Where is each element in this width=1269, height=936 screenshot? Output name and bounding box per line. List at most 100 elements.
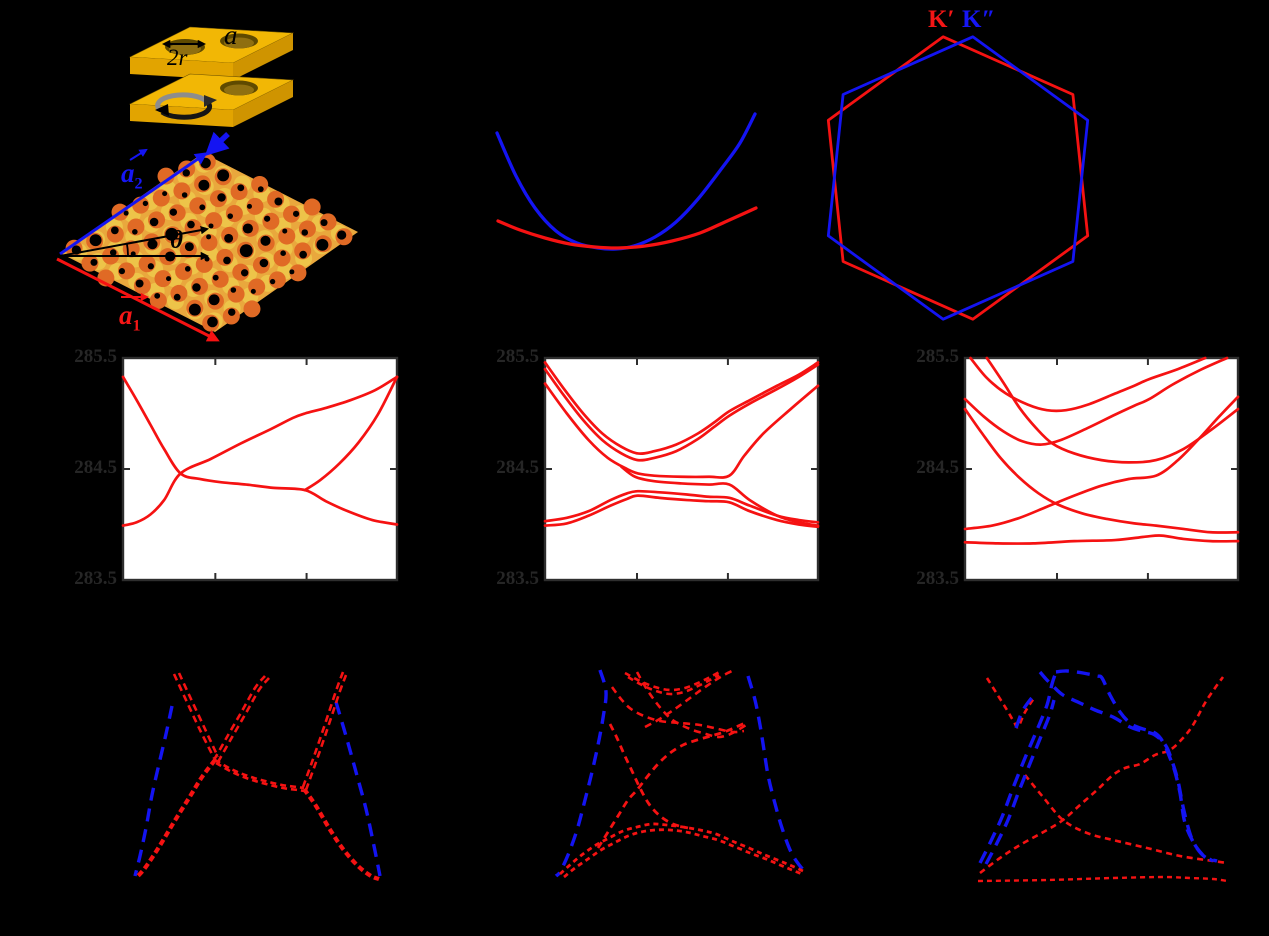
- g-blue-dashed-band: [334, 701, 382, 877]
- a1-vector-label: a1: [119, 302, 141, 334]
- overlap-hole: [260, 235, 271, 246]
- h-red-dashed-band: [596, 721, 746, 849]
- overlap-hole: [289, 269, 295, 275]
- unfolded-panel-g: [133, 671, 382, 882]
- overlap-hole: [200, 157, 211, 169]
- overlap-hole: [217, 193, 226, 202]
- overlap-hole: [316, 238, 329, 251]
- i-blue-dashed-band: [984, 699, 1056, 865]
- plot-box-f: [963, 356, 1240, 582]
- top-slab-front: [130, 57, 233, 80]
- band-panel-e: [543, 356, 820, 582]
- i-blue-dashed-band: [1038, 670, 1214, 863]
- overlap-hole: [257, 186, 264, 193]
- overlap-hole: [181, 192, 188, 198]
- band-curve: [620, 465, 820, 527]
- layer1-hole: [175, 263, 193, 281]
- layer1-hole: [222, 307, 240, 325]
- band-curve: [963, 356, 1229, 446]
- overlap-hole: [192, 283, 201, 292]
- layer1-hole: [246, 197, 264, 215]
- layer1-hole: [149, 292, 167, 310]
- twist-angle-label: θ: [170, 227, 183, 254]
- panel-f-ytick-283.5: 283.5: [916, 568, 959, 589]
- overlap-hole: [337, 230, 347, 240]
- overlap-hole: [135, 279, 144, 288]
- h-red-dashed-band: [624, 669, 722, 692]
- bottom-slab-side: [233, 80, 293, 127]
- a2-vector-accent: [129, 148, 148, 161]
- layer1-hole: [154, 270, 172, 288]
- g-red-dashed-band: [134, 758, 217, 880]
- overlap-hole: [228, 308, 236, 316]
- band-panel-f: [963, 356, 1240, 582]
- twist-arrowhead-left: [155, 104, 169, 116]
- blue-brillouin-hexagon: [826, 35, 1090, 321]
- overlap-hole: [250, 288, 256, 294]
- layer1-band: [495, 112, 757, 251]
- layer1-hole: [243, 300, 261, 318]
- layer2-band: [496, 206, 758, 250]
- band-curve: [963, 534, 1240, 545]
- h-red-dashed-band: [644, 668, 735, 729]
- layer1-hole: [117, 262, 135, 280]
- overlap-hole: [169, 208, 178, 216]
- overlap-hole: [237, 184, 245, 192]
- i-blue-dashed-band: [978, 671, 1058, 864]
- layer1-hole: [303, 198, 321, 216]
- plot-box-d: [121, 356, 399, 582]
- unfolded-panel-i: [977, 669, 1228, 883]
- g-red-dashed-band: [172, 673, 216, 759]
- i-red-dashed-band: [979, 676, 1225, 875]
- panel-e-ytick-283.5: 283.5: [496, 568, 539, 589]
- overlap-hole: [299, 250, 307, 259]
- g-red-dashed-band: [215, 761, 306, 793]
- a2-base: a: [121, 158, 135, 188]
- overlap-hole: [259, 258, 269, 268]
- stacking-arrow: [204, 131, 230, 156]
- twist-rotation-arc-dark: [160, 98, 213, 120]
- band-panel-d: [121, 356, 399, 582]
- overlap-hole: [224, 233, 234, 243]
- layer1-hole: [251, 175, 269, 193]
- plot-box-e: [543, 356, 820, 582]
- red-brillouin-hexagon: [826, 35, 1090, 321]
- overlap-hole: [123, 210, 129, 216]
- g-red-dashed-band: [216, 677, 270, 763]
- overlap-hole: [240, 269, 249, 277]
- g-blue-dashed-band: [133, 705, 174, 877]
- overlap-hole: [280, 250, 286, 257]
- top-slab-side: [233, 33, 293, 80]
- overlap-hole: [182, 169, 190, 177]
- layer1-hole: [227, 285, 245, 303]
- unfolded-panel-h: [554, 668, 808, 879]
- g-red-dashed-band: [214, 758, 305, 790]
- layer1-hole: [205, 212, 223, 230]
- dispersion-panel: [495, 112, 758, 251]
- a1-base: a: [119, 300, 133, 330]
- h-red-dashed-band: [563, 828, 803, 879]
- overlap-hole: [206, 234, 212, 240]
- overlap-hole: [320, 219, 328, 227]
- band-structure-panels: [121, 356, 1240, 582]
- bilayer-slab-schematic: [128, 26, 295, 127]
- g-red-dashed-band: [301, 671, 345, 788]
- overlap-hole: [89, 234, 102, 247]
- band-curve: [963, 395, 1240, 531]
- i-red-dashed-band: [1023, 774, 1228, 865]
- panel-e-ytick-285.5: 285.5: [496, 346, 539, 367]
- band-curve: [303, 375, 399, 492]
- panel-d-ytick-284.5: 284.5: [74, 457, 117, 478]
- theta-angle-arc: [125, 243, 129, 257]
- layer1-hole: [195, 255, 213, 273]
- band-curve: [963, 407, 1240, 534]
- schematic-arrows: [56, 39, 230, 342]
- overlap-hole: [292, 210, 300, 217]
- overlap-hole: [184, 242, 194, 252]
- k-double-prime-label: K″: [962, 6, 996, 33]
- theta-arm-rotated: [59, 226, 210, 257]
- overlap-hole: [166, 276, 172, 282]
- overlap-hole: [230, 287, 237, 293]
- panel-e-ytick-284.5: 284.5: [496, 457, 539, 478]
- overlap-hole: [147, 239, 158, 250]
